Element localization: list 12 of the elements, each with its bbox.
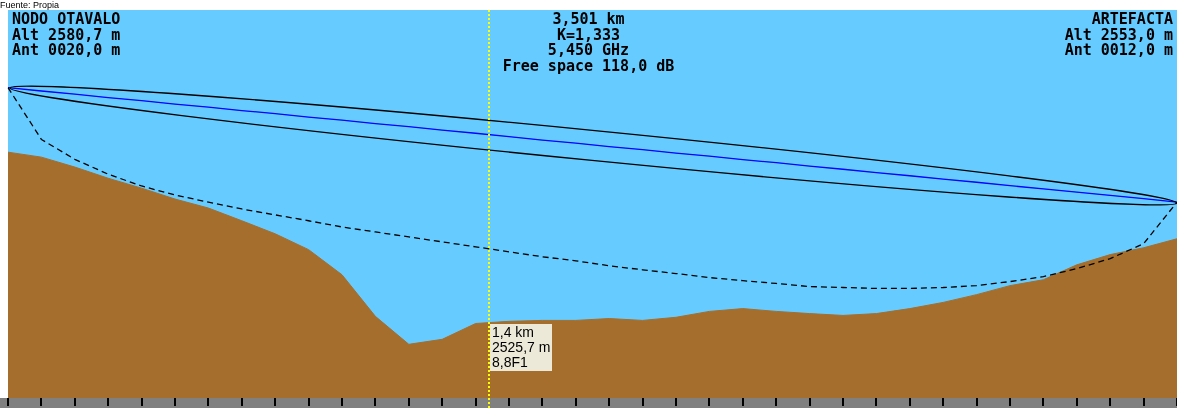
text: Alt 2553,0 m: [1064, 25, 1173, 44]
text: 5,450 GHz: [547, 41, 630, 59]
text: NODO OTAVALO: [12, 10, 121, 28]
text: Free space 118,0 dB: [502, 56, 675, 75]
text: Ant 0012,0 m: [1064, 41, 1173, 59]
text: Alt 2580,7 m: [12, 25, 121, 44]
text: 3,501 km: [552, 10, 625, 28]
text: ARTEFACTA: [1091, 10, 1173, 28]
text: K=1,333: [556, 25, 621, 44]
annotation: 1,4 km 2525,7 m 8,8F1: [490, 324, 553, 371]
text: Ant 0020,0 m: [12, 41, 121, 59]
source-note: Fuente: Propia: [0, 0, 60, 10]
